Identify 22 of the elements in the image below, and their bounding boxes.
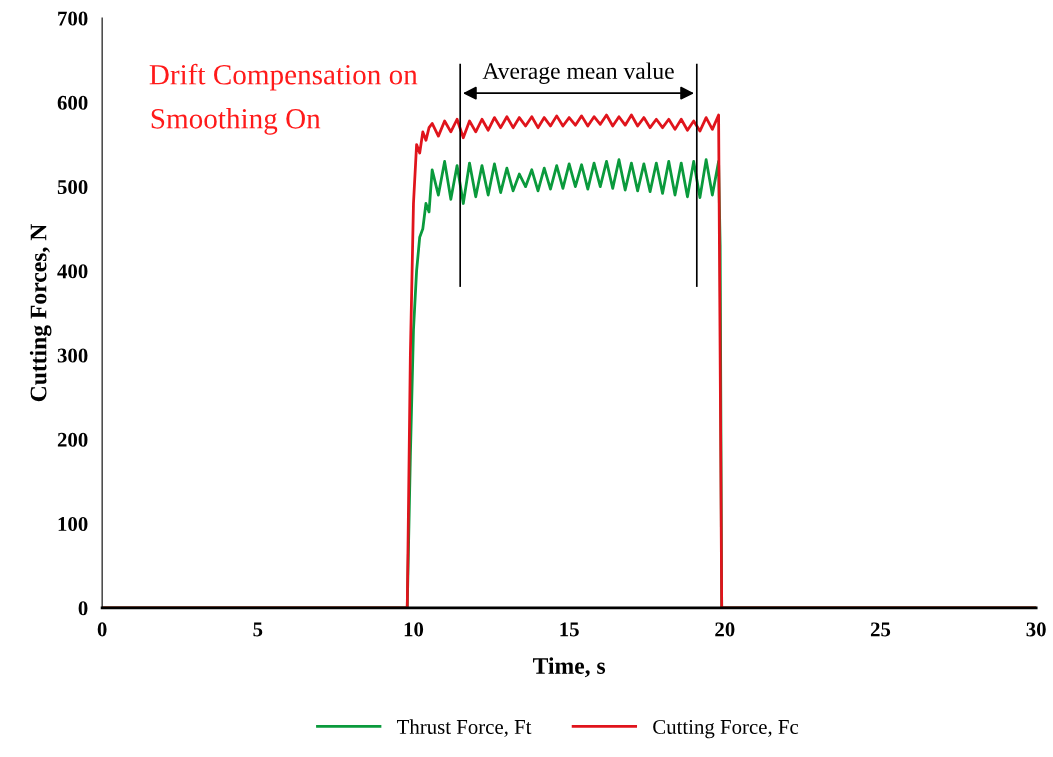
x-tick-label: 10: [404, 622, 424, 637]
x-tick-label: 0: [97, 622, 107, 637]
y-tick-label: 500: [57, 180, 88, 195]
x-tick-label: 20: [715, 622, 735, 637]
y-tick-label: 300: [57, 348, 88, 363]
x-tick-label: 5: [253, 622, 263, 637]
y-tick-label: 100: [58, 517, 88, 532]
y-tick-label: 200: [57, 432, 88, 447]
x-tick-label: 25: [870, 622, 891, 637]
y-axis-title: Cutting Forces, N: [29, 224, 52, 402]
annotation: Average mean value: [482, 62, 674, 84]
x-tick-label: 15: [560, 622, 579, 637]
annotation: Drift Compensation on: [149, 63, 418, 91]
y-tick-label: 400: [57, 264, 88, 279]
legend-label: Cutting Force, Fc: [653, 719, 799, 739]
x-tick-label: 30: [1026, 622, 1046, 637]
y-tick-label: 600: [57, 95, 88, 110]
y-tick-label: 0: [78, 601, 88, 616]
y-tick-label: 700: [58, 11, 88, 26]
x-axis-title: Time, s: [533, 657, 606, 678]
legend-label: Thrust Force, Ft: [397, 719, 532, 737]
annotation: Smoothing On: [151, 108, 321, 135]
